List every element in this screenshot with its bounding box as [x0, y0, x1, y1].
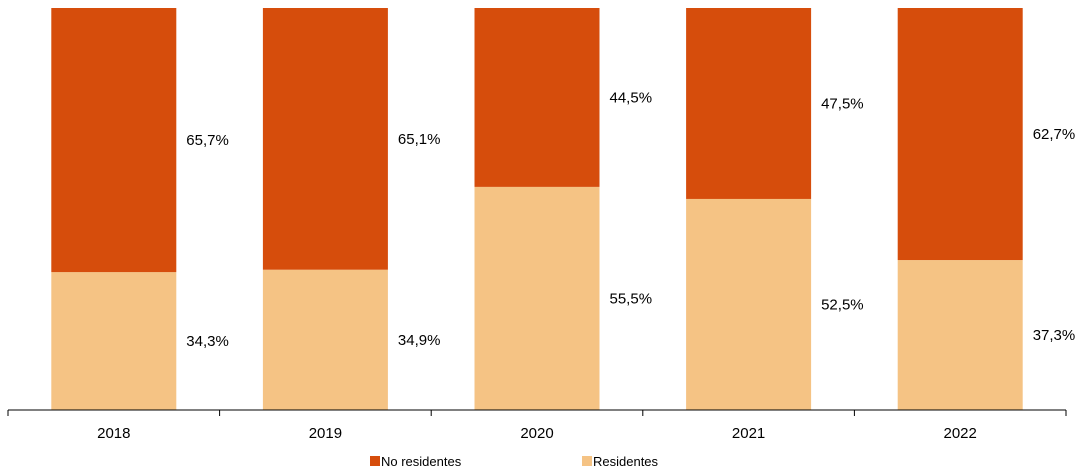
bar-no-residentes-2019 — [262, 8, 388, 270]
bar-residentes-2021 — [686, 198, 812, 410]
legend-swatch-no-residentes — [370, 456, 380, 466]
bar-residentes-2022 — [897, 260, 1023, 410]
x-tick-label-2020: 2020 — [520, 425, 553, 442]
value-label-no-residentes-2020: 44,5% — [610, 89, 653, 106]
bar-residentes-2020 — [474, 186, 600, 410]
bar-residentes-2018 — [51, 272, 177, 410]
x-tick-label-2018: 2018 — [97, 425, 130, 442]
bar-residentes-2019 — [262, 269, 388, 410]
value-label-residentes-2019: 34,9% — [398, 332, 441, 349]
bar-no-residentes-2022 — [897, 8, 1023, 261]
value-label-residentes-2018: 34,3% — [186, 333, 229, 350]
value-label-residentes-2020: 55,5% — [610, 290, 653, 307]
legend-label-no-residentes: No residentes — [381, 454, 462, 469]
bar-no-residentes-2020 — [474, 8, 600, 187]
legend-swatch-residentes — [582, 456, 592, 466]
value-labels-group: 34,3% 65,7% 34,9% 65,1% 55,5% 44,5% 52,5% 47,5%… — [186, 89, 1075, 350]
value-label-no-residentes-2022: 62,7% — [1033, 126, 1076, 143]
legend-label-residentes: Residentes — [593, 454, 659, 469]
bars-group — [51, 8, 1023, 410]
x-tick-label-2019: 2019 — [309, 425, 342, 442]
value-label-residentes-2021: 52,5% — [821, 296, 864, 313]
x-axis: 2018 2019 2020 2021 2022 — [7, 409, 1067, 442]
value-label-no-residentes-2019: 65,1% — [398, 131, 441, 148]
bar-no-residentes-2018 — [51, 8, 177, 273]
value-label-no-residentes-2021: 47,5% — [821, 95, 864, 112]
x-tick-label-2021: 2021 — [732, 425, 765, 442]
value-label-no-residentes-2018: 65,7% — [186, 132, 229, 149]
legend: No residentes Residentes — [370, 454, 659, 469]
value-label-residentes-2022: 37,3% — [1033, 327, 1076, 344]
bar-no-residentes-2021 — [686, 8, 812, 199]
x-tick-label-2022: 2022 — [944, 425, 977, 442]
